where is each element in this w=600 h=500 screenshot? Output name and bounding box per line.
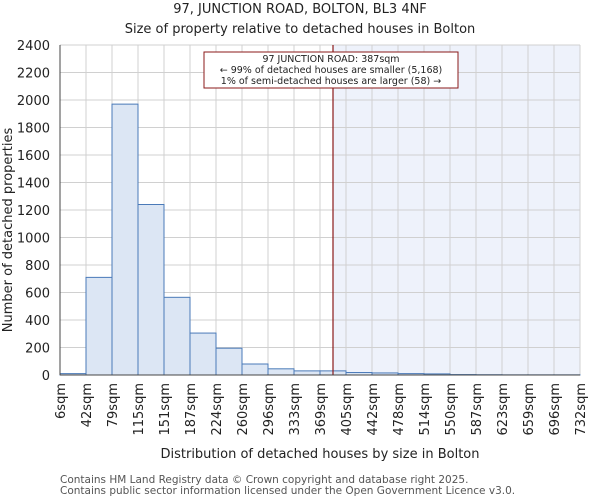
y-tick-label: 2400 — [17, 39, 50, 54]
histogram-bar — [267, 368, 295, 376]
x-tick-label: 260sqm — [236, 383, 251, 436]
y-tick-label: 1800 — [17, 122, 50, 137]
x-tick-label: 115sqm — [132, 383, 147, 436]
y-tick-label: 200 — [25, 342, 50, 357]
y-axis-label: Number of detached properties — [1, 128, 16, 333]
histogram-bar — [241, 363, 269, 376]
x-tick-label: 369sqm — [314, 383, 329, 436]
x-tick-label: 296sqm — [262, 383, 277, 436]
bar-layer — [59, 103, 581, 376]
histogram-bar — [137, 204, 165, 376]
x-tick-label: 79sqm — [106, 383, 121, 427]
x-tick-label: 42sqm — [80, 383, 95, 427]
x-tick-label: 6sqm — [54, 383, 69, 419]
x-tick-label: 478sqm — [392, 383, 407, 436]
y-tick-label: 600 — [25, 287, 50, 302]
y-tick-label: 1200 — [17, 204, 50, 219]
y-tick-label: 1000 — [17, 232, 50, 247]
x-tick-layer: 6sqm 42sqm 79sqm 115sqm 151sqm 187sqm 224sqm 26… — [54, 383, 589, 436]
x-tick-label: 151sqm — [158, 383, 173, 436]
x-axis-label: Distribution of detached houses by size … — [160, 447, 479, 462]
marker-layer — [59, 45, 580, 376]
y-tick-label: 2000 — [17, 94, 50, 109]
histogram-bar — [189, 332, 217, 376]
histogram-bar — [163, 296, 191, 376]
annotation-box: 97 JUNCTION ROAD: 387sqm ← 99% of detach… — [203, 51, 459, 89]
annotation-line-1: 97 JUNCTION ROAD: 387sqm — [262, 54, 399, 65]
annotation-frame — [203, 51, 459, 89]
x-tick-label: 187sqm — [184, 383, 199, 436]
x-tick-label: 514sqm — [418, 383, 433, 436]
x-tick-label: 587sqm — [470, 383, 485, 436]
y-tick-label: 1400 — [17, 177, 50, 192]
annotation-line-2: ← 99% of detached houses are smaller (5,… — [220, 65, 443, 76]
y-tick-label: 1600 — [17, 149, 50, 164]
footer-line-2: Contains public sector information licen… — [60, 485, 516, 497]
histogram-bar — [293, 370, 321, 376]
chart-title-subtitle: Size of property relative to detached ho… — [125, 22, 476, 37]
y-tick-label: 0 — [42, 369, 50, 384]
annotation-line-3: 1% of semi-detached houses are larger (5… — [221, 76, 441, 87]
y-tick-label: 400 — [25, 314, 50, 329]
x-tick-label: 732sqm — [574, 383, 589, 436]
histogram-bar — [111, 103, 139, 376]
histogram-bar — [85, 276, 113, 376]
histogram-bar — [215, 347, 243, 376]
x-tick-label: 696sqm — [548, 383, 563, 436]
y-tick-layer: 0 200 400 600 800 1000 1200 1400 1600 1800 2000 220… — [17, 39, 50, 384]
x-tick-label: 659sqm — [522, 383, 537, 436]
x-tick-label: 333sqm — [288, 383, 303, 436]
chart-title-address: 97, JUNCTION ROAD, BOLTON, BL3 4NF — [173, 2, 427, 17]
y-tick-label: 800 — [25, 259, 50, 274]
x-tick-label: 405sqm — [340, 383, 355, 436]
x-tick-label: 623sqm — [496, 383, 511, 436]
x-tick-label: 550sqm — [444, 383, 459, 436]
x-tick-label: 442sqm — [366, 383, 381, 436]
footer-line-1: Contains HM Land Registry data © Crown c… — [60, 474, 469, 486]
y-tick-label: 2200 — [17, 67, 50, 82]
x-tick-label: 224sqm — [210, 383, 225, 436]
